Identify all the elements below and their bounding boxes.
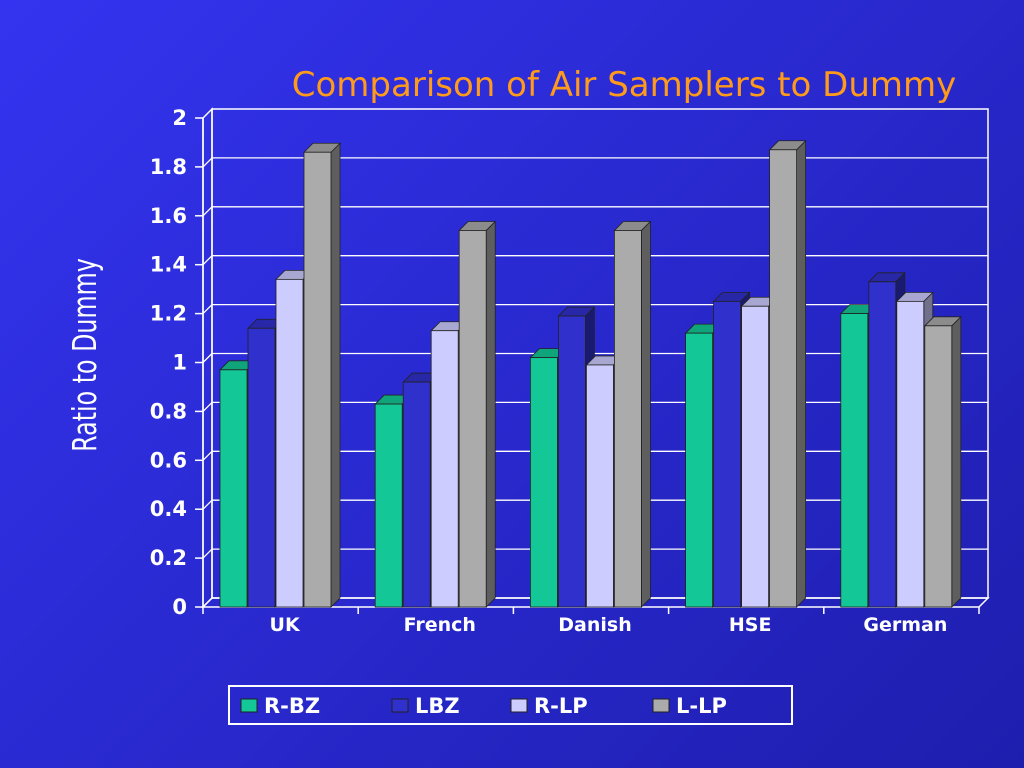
legend-item: R-BZ <box>240 694 320 718</box>
chart-title: Comparison of Air Samplers to Dummy <box>292 65 956 105</box>
legend-swatch <box>652 698 670 713</box>
y-tick-label: 1.4 <box>150 253 187 277</box>
gridline-side <box>202 353 213 363</box>
y-tick-label: 0 <box>172 595 187 619</box>
x-tick-label: German <box>863 614 947 636</box>
x-tick-label: French <box>404 614 476 636</box>
legend-swatch <box>240 698 258 713</box>
legend: R-BZ LBZ R-LP L-LP <box>228 685 793 725</box>
gridline-side <box>202 255 213 266</box>
gridline-side <box>202 401 213 412</box>
gridline-side <box>202 304 213 315</box>
gridline-side <box>202 157 213 168</box>
y-tick-label: 0.4 <box>150 497 187 521</box>
y-tick-label: 0.6 <box>150 448 187 472</box>
legend-swatch <box>391 698 409 713</box>
bar <box>613 220 652 608</box>
gridline-side <box>202 206 213 217</box>
bars <box>219 139 962 608</box>
bar <box>923 315 962 608</box>
y-tick-label: 1.6 <box>150 204 187 228</box>
legend-item: R-LP <box>510 694 588 718</box>
y-tick-label: 1 <box>172 351 187 375</box>
bar <box>458 220 497 608</box>
x-tick-label: HSE <box>729 614 772 636</box>
y-axis-label: Ratio to Dummy <box>65 258 104 452</box>
gridline-side <box>202 548 213 559</box>
legend-item: LBZ <box>391 694 460 718</box>
y-tick-label: 1.8 <box>150 155 187 179</box>
y-tick-label: 0.8 <box>150 399 187 423</box>
tick-labels: 0 0.2 0.4 0.6 0.8 1 1.2 1.4 1.6 1.8 2 UK French Danis… <box>150 106 948 636</box>
legend-label: R-LP <box>534 694 588 718</box>
x-tick-label: Danish <box>558 614 631 636</box>
axes <box>195 117 980 614</box>
bar <box>684 323 723 608</box>
legend-label: L-LP <box>676 694 727 718</box>
y-tick-label: 2 <box>172 106 187 130</box>
bar <box>768 139 807 608</box>
gridline-side <box>202 499 213 510</box>
legend-box <box>228 685 793 725</box>
legend-label: R-BZ <box>264 694 320 718</box>
legend-label: LBZ <box>415 694 460 718</box>
y-tick-label: 1.2 <box>150 302 187 326</box>
legend-item: L-LP <box>652 694 727 718</box>
legend-swatch <box>510 698 528 713</box>
gridline-side <box>202 450 213 461</box>
x-tick-label: UK <box>270 614 301 636</box>
y-tick-label: 0.2 <box>150 546 187 570</box>
bar <box>303 142 341 608</box>
